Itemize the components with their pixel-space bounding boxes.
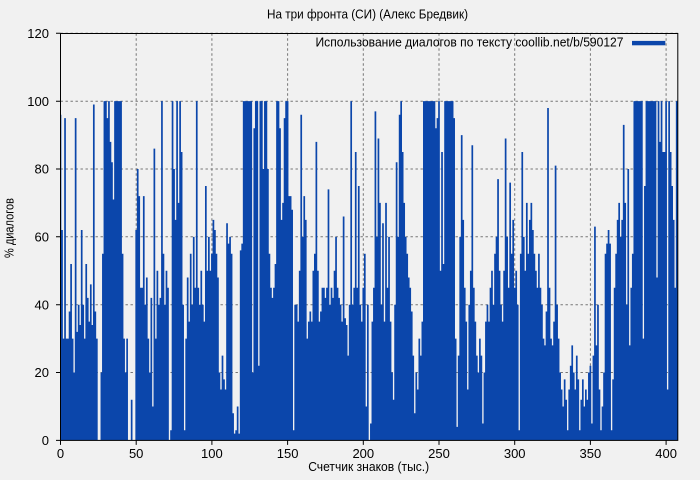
svg-text:150: 150 [277, 446, 299, 461]
svg-text:40: 40 [35, 297, 49, 312]
svg-text:60: 60 [35, 229, 49, 244]
svg-text:400: 400 [655, 446, 677, 461]
svg-text:0: 0 [42, 433, 49, 448]
svg-text:0: 0 [57, 446, 64, 461]
svg-text:100: 100 [27, 94, 49, 109]
svg-text:120: 120 [27, 26, 49, 41]
svg-text:Использование диалогов по текс: Использование диалогов по тексту coollib… [316, 35, 624, 50]
svg-text:350: 350 [580, 446, 602, 461]
svg-text:80: 80 [35, 162, 49, 177]
svg-text:20: 20 [35, 365, 49, 380]
svg-text:50: 50 [129, 446, 143, 461]
svg-text:100: 100 [201, 446, 223, 461]
svg-text:200: 200 [352, 446, 374, 461]
svg-text:% диалогов: % диалогов [2, 198, 17, 258]
svg-text:250: 250 [428, 446, 450, 461]
svg-text:Счетчик знаков (тыс.): Счетчик знаков (тыс.) [308, 459, 429, 474]
svg-text:300: 300 [504, 446, 526, 461]
svg-text:На три фронта (СИ) (Алекс Бред: На три фронта (СИ) (Алекс Бредвик) [267, 7, 468, 22]
